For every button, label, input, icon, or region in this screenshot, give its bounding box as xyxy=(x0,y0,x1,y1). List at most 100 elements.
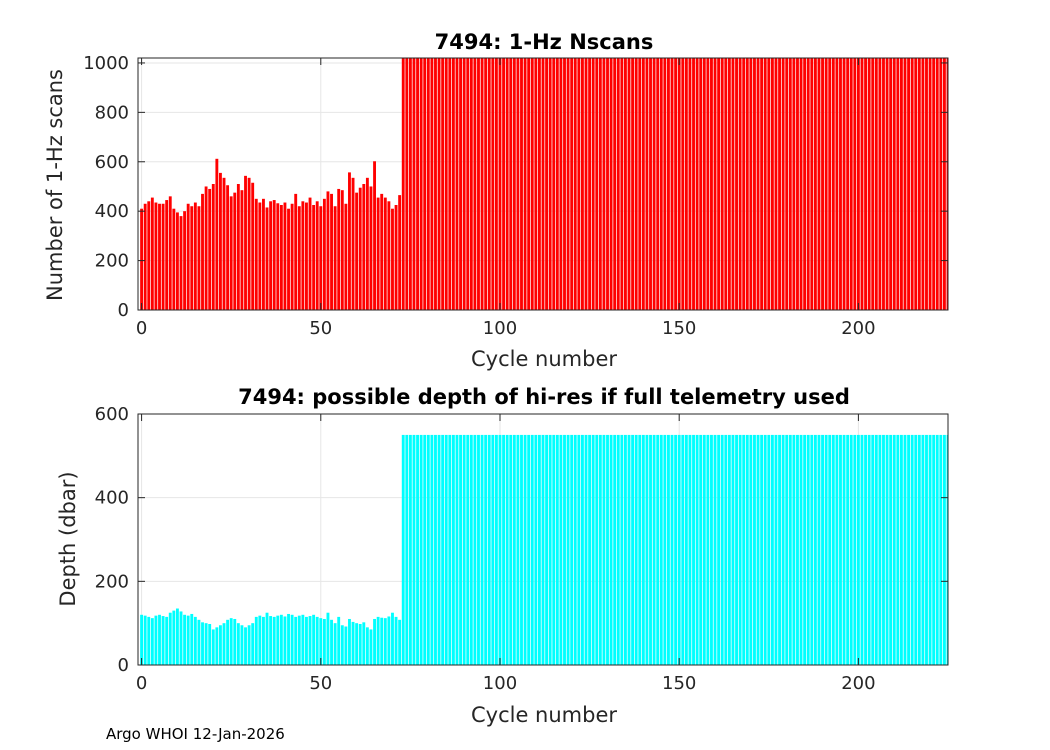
top-chart-bar-160 xyxy=(713,58,717,310)
top-chart-bar-146 xyxy=(663,58,667,310)
bottom-chart-ytick-label-0: 0 xyxy=(118,655,129,676)
bottom-chart-bar-190 xyxy=(821,434,824,665)
top-chart-bar-176 xyxy=(770,58,774,310)
bottom-chart-bar-177 xyxy=(774,434,778,665)
top-chart-bar-167 xyxy=(738,58,742,310)
top-chart-bar-229 xyxy=(961,58,964,310)
top-chart-bar-83 xyxy=(437,58,441,310)
top-chart-bar-105 xyxy=(516,58,520,310)
top-chart-bar-48 xyxy=(312,205,316,310)
top-chart-bar-9 xyxy=(172,208,176,310)
top-chart-bar-142 xyxy=(649,58,652,310)
top-chart-bar-125 xyxy=(588,58,592,310)
bottom-chart-bar-62 xyxy=(362,622,366,665)
top-chart-bar-46 xyxy=(305,202,308,310)
top-chart-bar-71 xyxy=(394,205,398,310)
bottom-chart-bar-122 xyxy=(577,434,581,665)
bottom-chart-ticks: 0 50 100 150 200 0 200 400 600 xyxy=(95,404,948,694)
top-chart-bar-30 xyxy=(247,177,251,310)
bottom-chart-bar-193 xyxy=(831,434,835,665)
top-chart-bar-224 xyxy=(942,58,946,310)
bottom-chart-bar-42 xyxy=(290,614,294,665)
bottom-chart-bar-46 xyxy=(305,616,308,665)
top-chart-bar-22 xyxy=(219,172,222,310)
bottom-chart-bar-38 xyxy=(276,615,280,665)
bottom-chart-bar-230 xyxy=(964,435,967,665)
bottom-chart-bar-12 xyxy=(183,614,187,665)
bottom-chart-bar-126 xyxy=(591,434,595,665)
bottom-chart-bar-79 xyxy=(423,434,427,665)
bottom-chart-bar-24 xyxy=(226,619,230,665)
top-chart-bar-122 xyxy=(577,58,581,310)
top-chart-bar-55 xyxy=(337,188,341,310)
bottom-chart-bar-51 xyxy=(322,618,326,665)
top-chart-bar-180 xyxy=(785,58,789,310)
top-chart-bar-96 xyxy=(484,58,488,310)
bottom-chart-bar-32 xyxy=(254,616,258,665)
bottom-chart-bar-170 xyxy=(749,434,753,665)
top-chart-bar-33 xyxy=(258,202,262,310)
top-chart-bar-23 xyxy=(222,177,226,310)
bottom-chart-bar-117 xyxy=(559,434,563,665)
bottom-chart-bar-96 xyxy=(484,434,488,665)
top-chart-bar-70 xyxy=(391,208,394,310)
top-chart-ticks: 0 50 100 150 200 0 200 400 600 800 1000 xyxy=(83,53,948,339)
top-chart-bar-49 xyxy=(315,201,319,310)
top-chart-bar-128 xyxy=(598,58,602,310)
bottom-chart-bar-9 xyxy=(172,610,176,665)
bottom-chart-bar-36 xyxy=(269,616,273,665)
top-chart-ytick-label-800: 800 xyxy=(95,102,129,123)
top-chart-bar-226 xyxy=(950,58,953,310)
top-chart-bar-149 xyxy=(674,58,678,310)
top-chart-bar-24 xyxy=(226,185,230,310)
top-chart-bar-179 xyxy=(781,58,785,310)
bottom-chart-bar-125 xyxy=(588,434,592,665)
top-chart-bar-131 xyxy=(609,58,613,310)
top-chart-bar-52 xyxy=(326,191,330,310)
top-chart-bar-197 xyxy=(846,58,850,310)
bottom-chart-bar-146 xyxy=(663,434,667,665)
bottom-chart-bar-121 xyxy=(573,434,577,665)
top-chart-bar-45 xyxy=(301,201,305,310)
bottom-chart-bar-229 xyxy=(961,435,964,665)
bottom-chart-bar-114 xyxy=(548,434,552,665)
top-chart-bar-159 xyxy=(710,58,713,310)
bottom-chart-bar-5 xyxy=(158,614,161,665)
top-chart-bar-107 xyxy=(523,58,527,310)
top-chart-bar-211 xyxy=(896,58,900,310)
bottom-chart-bar-164 xyxy=(727,434,731,665)
bottom-chart-bar-194 xyxy=(835,434,839,665)
bottom-chart-bar-226 xyxy=(950,435,953,665)
top-chart-bar-10 xyxy=(175,212,179,310)
top-chart-bar-37 xyxy=(272,200,276,310)
bottom-chart-bar-130 xyxy=(606,434,609,665)
top-chart-bar-144 xyxy=(656,58,660,310)
bottom-chart-bar-214 xyxy=(907,434,911,665)
bottom-chart-bar-124 xyxy=(584,434,588,665)
bottom-chart-bar-227 xyxy=(954,435,957,665)
top-chart-bar-202 xyxy=(864,58,867,310)
bottom-chart-y-label: Depth (dbar) xyxy=(56,471,80,606)
top-chart-bar-43 xyxy=(294,193,298,310)
bottom-chart-bar-233 xyxy=(975,435,978,665)
top-chart-bar-154 xyxy=(692,58,695,310)
top-chart-bar-186 xyxy=(806,58,810,310)
bottom-chart-bar-73 xyxy=(401,434,405,665)
top-chart-bar-67 xyxy=(380,193,384,310)
bottom-chart-bar-61 xyxy=(358,624,362,665)
bottom-chart-bar-172 xyxy=(756,434,760,665)
bottom-chart-bar-22 xyxy=(219,625,222,665)
bottom-chart-bar-208 xyxy=(885,434,889,665)
bottom-chart-bar-131 xyxy=(609,434,613,665)
bottom-chart-bar-105 xyxy=(516,434,520,665)
bottom-chart-bar-216 xyxy=(914,434,918,665)
top-chart-bar-28 xyxy=(240,190,244,310)
top-chart-bar-126 xyxy=(591,58,595,310)
top-chart-bar-15 xyxy=(193,202,197,310)
top-chart-bar-92 xyxy=(469,58,473,310)
bottom-chart-bar-112 xyxy=(541,434,545,665)
top-chart-bar-108 xyxy=(527,58,531,310)
top-chart-bar-73 xyxy=(401,58,405,310)
top-chart-bar-115 xyxy=(552,58,556,310)
top-chart-bar-151 xyxy=(681,58,685,310)
